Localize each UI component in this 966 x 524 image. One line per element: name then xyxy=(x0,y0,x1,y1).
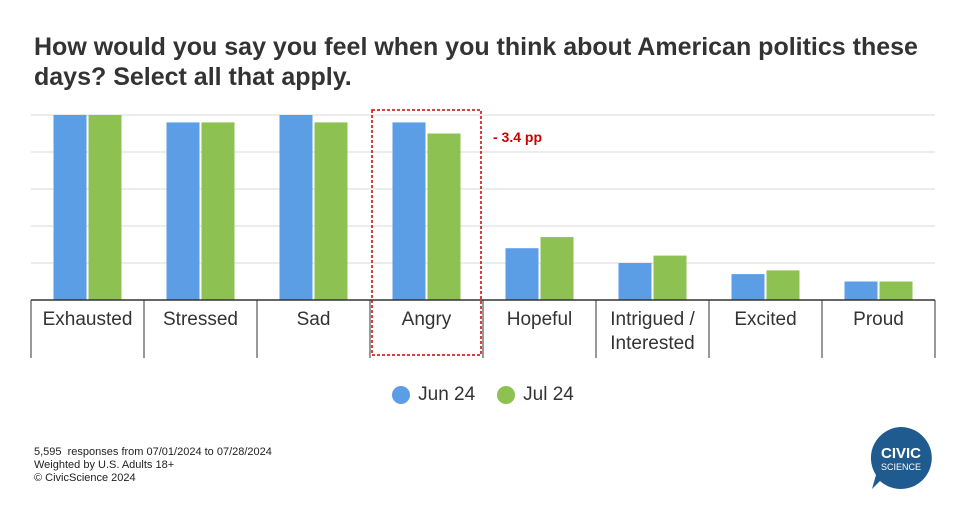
bar-jun-excited xyxy=(731,274,765,300)
category-label-line: Exhausted xyxy=(43,309,133,330)
logo-bubble xyxy=(870,427,932,489)
bar-jul-proud xyxy=(879,281,913,300)
legend-label-jul: Jul 24 xyxy=(523,384,574,405)
legend-swatch-jul xyxy=(497,386,516,404)
category-label-line: Proud xyxy=(853,309,904,330)
category-label-line: Stressed xyxy=(163,309,238,330)
footer-copyright: © CivicScience 2024 xyxy=(34,472,136,484)
chart-title: How would you say you feel when you thin… xyxy=(34,33,918,91)
category-label: Intrigued / Interested xyxy=(610,309,695,354)
category-label: Sad xyxy=(297,309,331,330)
category-label-line: Angry xyxy=(402,309,452,330)
legend: Jun 24 Jul 24 xyxy=(0,384,966,406)
bar-jun-exhausted xyxy=(53,115,87,300)
logo-text-civic: CIVIC xyxy=(881,445,921,462)
bar-jul-stressed xyxy=(201,122,235,301)
category-label-line: Intrigued / xyxy=(610,309,695,330)
category-label-line: Hopeful xyxy=(507,309,573,330)
bar-jun-hopeful xyxy=(505,248,539,300)
footer-responses: 5,595 responses from 07/01/2024 to 07/28… xyxy=(34,446,272,458)
annotation-highlight-box xyxy=(371,109,482,356)
bar-jun-angry xyxy=(392,122,426,301)
category-label: Hopeful xyxy=(507,309,573,330)
bar-jun-proud xyxy=(844,281,878,300)
bar-jun-stressed xyxy=(166,122,200,301)
bar-jun-sad xyxy=(279,115,313,300)
legend-label-jun: Jun 24 xyxy=(418,384,476,405)
footer-notes: 5,595 responses from 07/01/2024 to 07/28… xyxy=(34,446,272,485)
annotation: - 3.4 pp xyxy=(371,109,542,356)
legend-swatch-jun xyxy=(392,386,411,404)
category-label-line: Sad xyxy=(297,309,331,330)
annotation-label: - 3.4 pp xyxy=(493,129,542,145)
bar-jul-exhausted xyxy=(88,115,122,300)
footer-weighting: Weighted by U.S. Adults 18+ xyxy=(34,459,175,471)
legend-item-jun: Jun 24 xyxy=(392,384,475,406)
category-label-line: Interested xyxy=(610,333,695,354)
bar-jul-intrigued-interested xyxy=(653,255,687,300)
legend-item-jul: Jul 24 xyxy=(497,384,574,406)
civicscience-logo: CIVIC SCIENCE xyxy=(870,427,932,489)
category-label: Excited xyxy=(734,309,796,330)
bar-jun-intrigued-interested xyxy=(618,263,652,300)
bars xyxy=(53,115,913,301)
category-label: Proud xyxy=(853,309,904,330)
category-axis: Exhausted Stressed Sad Angry Hopeful Intrigue… xyxy=(30,299,936,358)
logo-text-science: SCIENCE xyxy=(881,462,921,472)
category-label: Exhausted xyxy=(43,309,133,330)
bar-jul-excited xyxy=(766,270,800,300)
bar-jul-sad xyxy=(314,122,348,301)
bar-jul-hopeful xyxy=(540,237,574,300)
bar-jul-angry xyxy=(427,133,461,300)
category-label: Angry xyxy=(402,309,452,330)
category-label: Stressed xyxy=(163,309,238,330)
category-label-line: Excited xyxy=(734,309,796,330)
